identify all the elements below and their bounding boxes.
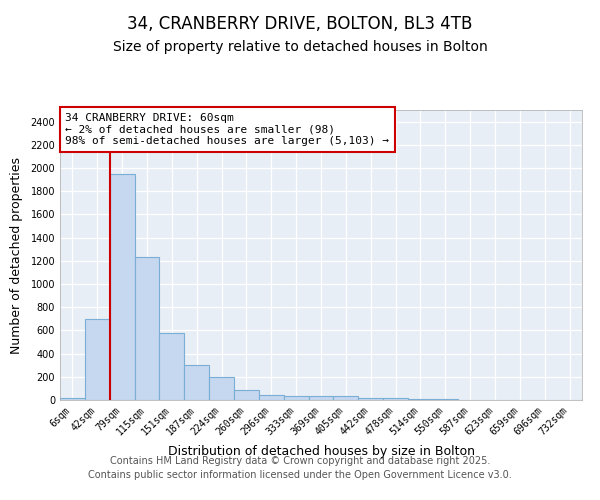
Text: 34 CRANBERRY DRIVE: 60sqm
← 2% of detached houses are smaller (98)
98% of semi-d: 34 CRANBERRY DRIVE: 60sqm ← 2% of detach… bbox=[65, 113, 389, 146]
Bar bbox=[408, 399, 433, 400]
Bar bbox=[60, 398, 85, 400]
X-axis label: Distribution of detached houses by size in Bolton: Distribution of detached houses by size … bbox=[167, 445, 475, 458]
Bar bbox=[209, 377, 234, 400]
Bar bbox=[234, 390, 259, 400]
Bar bbox=[85, 319, 110, 400]
Bar bbox=[110, 174, 134, 400]
Bar bbox=[160, 332, 184, 400]
Text: Contains HM Land Registry data © Crown copyright and database right 2025.
Contai: Contains HM Land Registry data © Crown c… bbox=[88, 456, 512, 480]
Bar bbox=[134, 258, 160, 400]
Bar bbox=[358, 398, 383, 400]
Bar bbox=[284, 396, 308, 400]
Y-axis label: Number of detached properties: Number of detached properties bbox=[10, 156, 23, 354]
Bar bbox=[259, 395, 284, 400]
Text: Size of property relative to detached houses in Bolton: Size of property relative to detached ho… bbox=[113, 40, 487, 54]
Bar bbox=[334, 396, 358, 400]
Bar bbox=[308, 396, 334, 400]
Text: 34, CRANBERRY DRIVE, BOLTON, BL3 4TB: 34, CRANBERRY DRIVE, BOLTON, BL3 4TB bbox=[127, 15, 473, 33]
Bar bbox=[184, 364, 209, 400]
Bar bbox=[383, 398, 408, 400]
